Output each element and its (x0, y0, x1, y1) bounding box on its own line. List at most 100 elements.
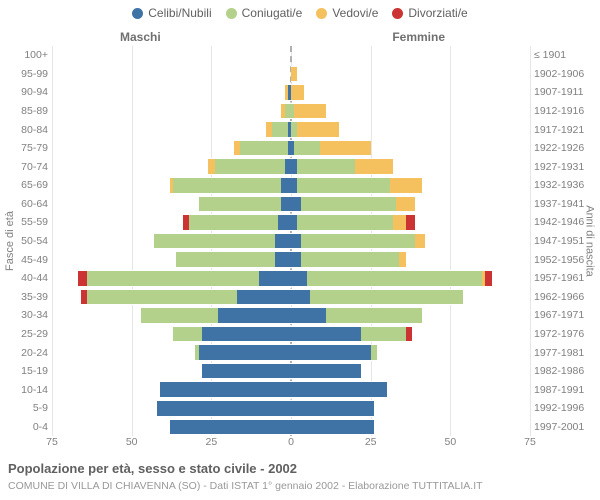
birth-year-label: 1947-1951 (534, 235, 598, 247)
bar-segment (87, 289, 237, 306)
bar-segment (406, 326, 412, 343)
bar-male (52, 289, 291, 306)
bar-female (291, 326, 530, 343)
bar-male (52, 233, 291, 250)
bar-segment (240, 140, 288, 157)
age-label: 80-84 (2, 124, 48, 136)
bar-segment (291, 233, 301, 250)
age-label: 25-29 (2, 328, 48, 340)
bar-segment (301, 196, 397, 213)
pyramid-row: 100+≤ 1901 (52, 46, 530, 65)
grid-line (530, 46, 531, 436)
bar-male (52, 121, 291, 138)
bar-segment (199, 196, 282, 213)
age-label: 90-94 (2, 86, 48, 98)
bar-segment (297, 158, 354, 175)
bar-segment (291, 419, 374, 436)
pyramid-row: 20-241977-1981 (52, 343, 530, 362)
x-tick-label: 75 (524, 436, 536, 448)
bar-segment (78, 270, 88, 287)
birth-year-label: 1922-1926 (534, 142, 598, 154)
age-label: 75-79 (2, 142, 48, 154)
birth-year-label: 1917-1921 (534, 124, 598, 136)
age-label: 10-14 (2, 384, 48, 396)
legend-item: Celibi/Nubili (132, 6, 211, 20)
bar-female (291, 158, 530, 175)
bar-segment (291, 307, 326, 324)
bar-female (291, 270, 530, 287)
birth-year-label: 1957-1961 (534, 272, 598, 284)
bar-segment (371, 344, 377, 361)
bar-female (291, 381, 530, 398)
bar-segment (275, 233, 291, 250)
legend-label: Celibi/Nubili (148, 6, 211, 20)
bar-segment (291, 400, 374, 417)
bar-segment (393, 214, 406, 231)
bar-segment (297, 214, 393, 231)
birth-year-label: 1907-1911 (534, 86, 598, 98)
pyramid-row: 80-841917-1921 (52, 120, 530, 139)
bar-segment (396, 196, 415, 213)
bar-female (291, 419, 530, 436)
birth-year-label: 1977-1981 (534, 347, 598, 359)
age-label: 85-89 (2, 105, 48, 117)
age-label: 0-4 (2, 421, 48, 433)
bar-segment (291, 344, 371, 361)
pyramid-row: 10-141987-1991 (52, 380, 530, 399)
bar-segment (87, 270, 259, 287)
pyramid-row: 70-741927-1931 (52, 157, 530, 176)
bar-female (291, 177, 530, 194)
bar-female (291, 289, 530, 306)
birth-year-label: 1987-1991 (534, 384, 598, 396)
age-label: 15-19 (2, 365, 48, 377)
bar-female (291, 66, 530, 83)
age-label: 40-44 (2, 272, 48, 284)
age-label: 100+ (2, 49, 48, 61)
bar-male (52, 66, 291, 83)
legend-swatch (226, 8, 237, 19)
pyramid-row: 55-591942-1946 (52, 213, 530, 232)
bar-male (52, 270, 291, 287)
pyramid-row: 5-91992-1996 (52, 399, 530, 418)
bar-male (52, 158, 291, 175)
bar-male (52, 196, 291, 213)
bar-male (52, 177, 291, 194)
chart-title: Popolazione per età, sesso e stato civil… (8, 461, 297, 476)
bar-female (291, 121, 530, 138)
pyramid-row: 25-291972-1976 (52, 325, 530, 344)
bar-segment (291, 326, 361, 343)
legend-label: Vedovi/e (332, 6, 378, 20)
bar-segment (307, 270, 482, 287)
birth-year-label: 1967-1971 (534, 309, 598, 321)
bar-segment (259, 270, 291, 287)
birth-year-label: 1982-1986 (534, 365, 598, 377)
bar-male (52, 103, 291, 120)
birth-year-label: 1912-1916 (534, 105, 598, 117)
label-female: Femmine (392, 30, 445, 44)
bar-segment (485, 270, 491, 287)
age-label: 55-59 (2, 216, 48, 228)
chart-container: Celibi/NubiliConiugati/eVedovi/eDivorzia… (0, 0, 600, 500)
legend: Celibi/NubiliConiugati/eVedovi/eDivorzia… (0, 6, 600, 20)
bar-segment (355, 158, 393, 175)
bar-female (291, 140, 530, 157)
bar-female (291, 307, 530, 324)
bar-male (52, 84, 291, 101)
age-label: 5-9 (2, 402, 48, 414)
x-tick-label: 0 (288, 436, 294, 448)
x-tick-label: 50 (126, 436, 138, 448)
bar-segment (189, 214, 278, 231)
age-label: 50-54 (2, 235, 48, 247)
bar-segment (237, 289, 291, 306)
legend-label: Coniugati/e (242, 6, 303, 20)
age-label: 60-64 (2, 198, 48, 210)
age-label: 30-34 (2, 309, 48, 321)
bar-segment (294, 103, 326, 120)
bar-female (291, 251, 530, 268)
pyramid-row: 45-491952-1956 (52, 250, 530, 269)
bar-male (52, 344, 291, 361)
pyramid-row: 75-791922-1926 (52, 139, 530, 158)
bar-segment (202, 363, 291, 380)
birth-year-label: 1952-1956 (534, 254, 598, 266)
bar-segment (301, 233, 416, 250)
